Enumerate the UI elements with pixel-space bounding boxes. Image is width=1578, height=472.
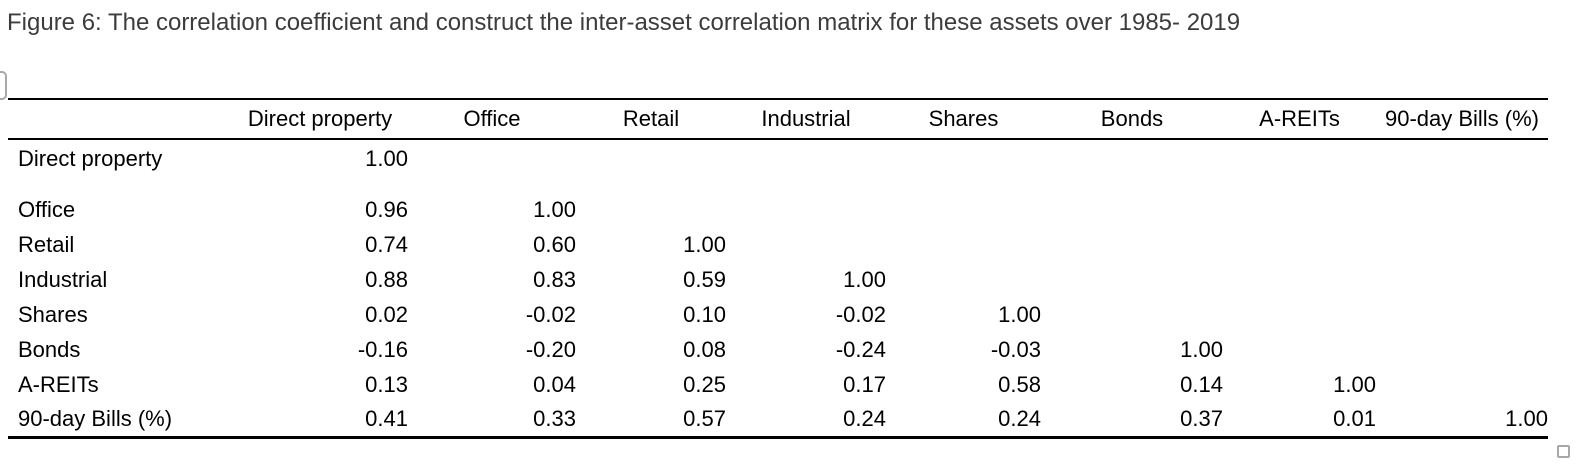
correlation-cell: 0.59 [683, 266, 726, 292]
correlation-table: Direct property Office Retail Industrial… [8, 98, 1548, 439]
table-resize-handle[interactable] [1557, 445, 1570, 458]
correlation-cell: 0.88 [365, 266, 408, 292]
correlation-cell [1223, 297, 1376, 332]
left-edge-handle [0, 71, 7, 100]
header-cell-industrial: Industrial [761, 106, 851, 131]
header-cell-bonds: Bonds [1100, 106, 1164, 131]
correlation-cell [408, 139, 576, 192]
table-row-retail: Retail 0.74 0.60 1.00 [8, 227, 1548, 262]
correlation-cell: 0.37 [1180, 405, 1223, 431]
correlation-cell [1376, 367, 1548, 402]
correlation-cell: 0.10 [683, 301, 726, 327]
row-label: Office [18, 196, 76, 222]
correlation-cell [1376, 262, 1548, 297]
correlation-cell: 0.33 [533, 405, 576, 431]
table-row-office: Office 0.96 1.00 [8, 192, 1548, 227]
correlation-cell [726, 139, 886, 192]
correlation-cell [1223, 192, 1376, 227]
table-row-bonds: Bonds -0.16 -0.20 0.08 -0.24 -0.03 1.00 [8, 332, 1548, 367]
row-label: A-REITs [18, 371, 99, 397]
correlation-cell [726, 192, 886, 227]
row-label: Direct property [18, 146, 163, 171]
table-header-row: Direct property Office Retail Industrial… [8, 99, 1548, 139]
correlation-cell [1041, 262, 1223, 297]
correlation-cell: 0.83 [533, 266, 576, 292]
figure-caption: Figure 6: The correlation coefficient an… [7, 9, 1241, 36]
correlation-cell [886, 139, 1041, 192]
correlation-cell: 0.24 [998, 405, 1041, 431]
correlation-cell [1223, 262, 1376, 297]
correlation-cell: 0.13 [365, 371, 408, 397]
correlation-cell: 1.00 [683, 231, 726, 257]
header-cell-direct-property: Direct property [247, 106, 393, 131]
header-cell-empty [8, 99, 232, 139]
header-cell-office: Office [463, 106, 521, 131]
correlation-cell: 1.00 [1505, 405, 1548, 431]
correlation-cell [1376, 192, 1548, 227]
correlation-cell [1376, 227, 1548, 262]
row-label: Bonds [18, 336, 81, 362]
correlation-cell: 0.14 [1180, 371, 1223, 397]
correlation-cell: 0.02 [365, 301, 408, 327]
correlation-cell [1223, 227, 1376, 262]
table-row-a-reits: A-REITs 0.13 0.04 0.25 0.17 0.58 0.14 1.… [8, 367, 1548, 402]
correlation-cell: 0.25 [683, 371, 726, 397]
correlation-cell [1376, 332, 1548, 367]
row-label: Retail [18, 231, 75, 257]
correlation-cell [886, 227, 1041, 262]
correlation-cell [1041, 192, 1223, 227]
correlation-cell: 0.74 [365, 231, 408, 257]
correlation-cell: 0.57 [683, 405, 726, 431]
correlation-cell: 0.04 [533, 371, 576, 397]
correlation-cell: 0.58 [998, 371, 1041, 397]
correlation-cell: 0.60 [533, 231, 576, 257]
table-row-direct-property: Direct property 1.00 [8, 139, 1548, 192]
correlation-cell: 0.01 [1333, 405, 1376, 431]
correlation-cell: 1.00 [843, 266, 886, 292]
correlation-cell [886, 192, 1041, 227]
correlation-cell [886, 262, 1041, 297]
correlation-cell [726, 227, 886, 262]
correlation-cell [1223, 139, 1376, 192]
correlation-cell [576, 139, 726, 192]
row-label: Industrial [18, 266, 108, 292]
correlation-cell: -0.02 [835, 301, 886, 327]
header-cell-a-reits: A-REITs [1259, 106, 1340, 131]
correlation-cell [576, 192, 726, 227]
correlation-cell [1376, 297, 1548, 332]
correlation-cell: 0.96 [365, 196, 408, 222]
correlation-cell: 0.41 [365, 405, 408, 431]
correlation-cell: 1.00 [1333, 371, 1376, 397]
correlation-cell: 0.24 [843, 405, 886, 431]
row-label: 90-day Bills (%) [18, 405, 173, 431]
correlation-cell: 0.17 [843, 371, 886, 397]
table-row-90-day-bills: 90-day Bills (%) 0.41 0.33 0.57 0.24 0.2… [8, 402, 1548, 437]
correlation-cell: 1.00 [1180, 336, 1223, 362]
header-cell-retail: Retail [622, 106, 680, 131]
header-cell-shares: Shares [928, 106, 999, 131]
correlation-cell: 1.00 [365, 146, 408, 171]
correlation-cell [1041, 227, 1223, 262]
table-row-shares: Shares 0.02 -0.02 0.10 -0.02 1.00 [8, 297, 1548, 332]
correlation-cell [1376, 139, 1548, 192]
correlation-cell [1041, 297, 1223, 332]
correlation-cell: -0.02 [525, 301, 576, 327]
correlation-cell [1223, 332, 1376, 367]
header-cell-90-day-bills: 90-day Bills (%) [1384, 106, 1540, 131]
correlation-cell: -0.03 [990, 336, 1041, 362]
row-label: Shares [18, 301, 88, 327]
table-row-industrial: Industrial 0.88 0.83 0.59 1.00 [8, 262, 1548, 297]
correlation-cell: 1.00 [533, 196, 576, 222]
correlation-cell: 0.08 [683, 336, 726, 362]
correlation-cell: -0.20 [525, 336, 576, 362]
correlation-cell [1041, 139, 1223, 192]
correlation-cell: -0.16 [357, 336, 408, 362]
correlation-cell: -0.24 [835, 336, 886, 362]
correlation-cell: 1.00 [998, 301, 1041, 327]
